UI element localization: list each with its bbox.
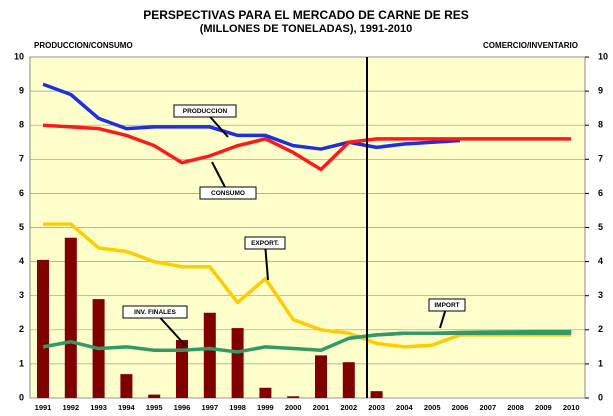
- y2-tick-label: 1: [598, 358, 603, 368]
- bar: [148, 394, 161, 398]
- bar: [370, 391, 383, 398]
- y-tick-label: 6: [19, 188, 24, 198]
- y-tick-label: 9: [19, 85, 24, 95]
- y-tick-label: 0: [19, 392, 24, 402]
- y2-tick-label: 8: [598, 120, 603, 130]
- y-tick-label: 1: [19, 358, 24, 368]
- line: [42, 82, 461, 151]
- y2-tick-label: 0: [598, 392, 603, 402]
- x-tick-label: 2007: [479, 403, 496, 412]
- y2-tick-label: 6: [598, 188, 603, 198]
- annotation: PRODUCCION: [183, 108, 228, 115]
- x-tick-label: 1991: [35, 403, 52, 412]
- x-tick-label: 1993: [90, 403, 107, 412]
- y2-axis-label: COMERCIO/INVENTARIO: [483, 41, 578, 50]
- x-tick-label: 2003: [368, 403, 385, 412]
- y-tick-label: 7: [19, 154, 24, 164]
- y2-tick-label: 7: [598, 154, 603, 164]
- bar: [259, 387, 272, 398]
- x-tick-label: 1996: [174, 403, 191, 412]
- x-tick-label: 2009: [535, 403, 552, 412]
- x-tick-label: 1998: [229, 403, 246, 412]
- x-tick-label: 2005: [424, 403, 441, 412]
- annotation: INV. FINALES: [134, 309, 176, 316]
- bar: [287, 396, 300, 398]
- y-tick-label: 10: [14, 51, 24, 61]
- y2-tick-label: 10: [598, 51, 608, 61]
- annotation-box: [122, 305, 188, 319]
- annotation-box: [428, 298, 466, 312]
- annotation: CONSUMO: [211, 190, 245, 197]
- y-tick-label: 4: [19, 256, 24, 266]
- x-tick-label: 1999: [257, 403, 274, 412]
- bar: [315, 355, 327, 398]
- y-tick-label: 2: [19, 324, 24, 334]
- bar: [203, 312, 216, 398]
- x-tick-label: 2000: [285, 403, 302, 412]
- x-tick-label: 1994: [118, 403, 136, 412]
- bar: [231, 328, 244, 398]
- bar: [37, 259, 49, 398]
- x-tick-label: 1992: [62, 403, 79, 412]
- x-tick-label: 2001: [313, 403, 330, 412]
- x-tick-label: 2006: [452, 403, 469, 412]
- annotation-box: [199, 186, 257, 200]
- y2-tick-label: 5: [598, 222, 603, 232]
- x-tick-label: 2010: [563, 403, 580, 412]
- chart-subtitle: (MILLONES DE TONELADAS), 1991-2010: [200, 23, 413, 35]
- y2-tick-label: 3: [598, 290, 603, 300]
- x-tick-label: 2008: [507, 403, 524, 412]
- line: [348, 329, 572, 341]
- x-tick-label: 2004: [396, 403, 414, 412]
- x-tick-label: 2002: [340, 403, 357, 412]
- annotation: EXPORT.: [251, 240, 279, 247]
- x-tick-label: 1995: [146, 403, 163, 412]
- bar: [120, 374, 133, 398]
- y-axis-label: PRODUCCION/CONSUMO: [34, 41, 133, 50]
- bar: [64, 237, 77, 398]
- y2-tick-label: 4: [598, 256, 603, 266]
- annotation-box: [173, 104, 237, 118]
- y-tick-label: 8: [19, 120, 24, 130]
- chart-title: PERSPECTIVAS PARA EL MERCADO DE CARNE DE…: [143, 8, 469, 22]
- x-tick-label: 1997: [201, 403, 218, 412]
- y2-tick-label: 9: [598, 85, 603, 95]
- bar: [176, 340, 188, 398]
- y-tick-label: 3: [19, 290, 24, 300]
- y2-tick-label: 2: [598, 324, 603, 334]
- y-tick-label: 5: [19, 222, 24, 232]
- annotation-box: [244, 236, 286, 250]
- line: [42, 123, 572, 172]
- bar: [342, 362, 355, 398]
- annotation: IMPORT: [434, 302, 459, 309]
